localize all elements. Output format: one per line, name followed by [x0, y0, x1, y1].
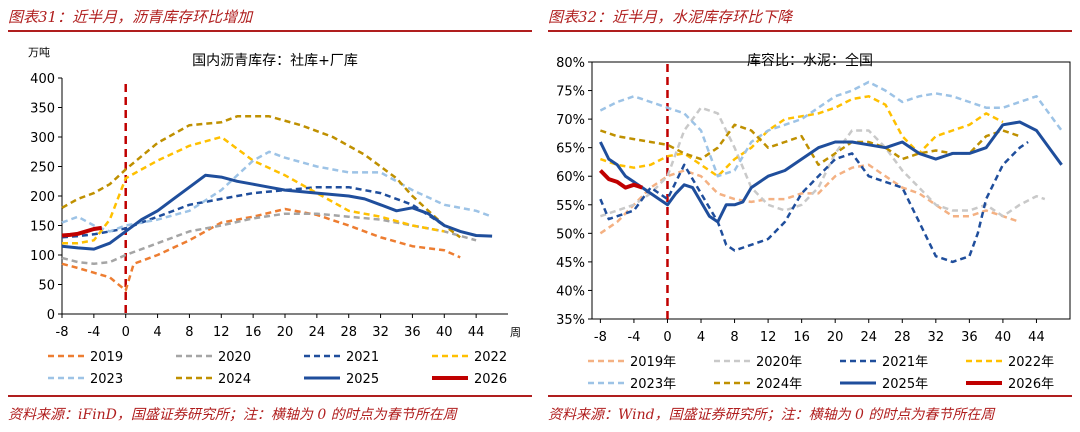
chart-title: 国内沥青库存：社库+厂库	[192, 53, 358, 69]
y-tick-label: 50	[38, 279, 55, 294]
series-line	[598, 169, 643, 190]
x-tick-label: 4	[697, 330, 705, 345]
x-tick-label: 40	[995, 330, 1012, 345]
series-line	[62, 135, 445, 245]
x-tick-label: 16	[793, 330, 810, 345]
legend-label: 2026	[474, 372, 507, 387]
series-line	[599, 163, 1021, 235]
y-tick-label: 70%	[556, 113, 585, 128]
y-tick-label: 35%	[556, 313, 585, 328]
legend-label: 2020	[218, 350, 251, 365]
x-tick-label: 36	[404, 325, 421, 340]
legend-label: 2022	[474, 350, 507, 365]
series-line	[599, 120, 1063, 224]
y-tick-label: 40%	[556, 284, 585, 299]
x-tick-label: 20	[827, 330, 844, 345]
series-line	[61, 150, 493, 233]
series-line	[61, 207, 461, 292]
x-tick-label: 44	[468, 325, 485, 340]
x-tick-label: -4	[627, 330, 640, 345]
x-tick-label: 0	[663, 330, 671, 345]
legend-label: 2020年	[756, 355, 802, 370]
x-tick-label: 8	[185, 325, 193, 340]
right-source-rule	[548, 395, 1072, 397]
series-line	[61, 212, 477, 266]
left-chart: 国内沥青库存：社库+厂库 万吨 周 0501001502002503003504…	[28, 46, 521, 387]
legend-label: 2024年	[756, 377, 802, 392]
y-tick-label: 75%	[556, 85, 585, 100]
y-tick-label: 50%	[556, 227, 585, 242]
x-tick-label: 20	[277, 325, 294, 340]
series-line	[599, 95, 1004, 178]
right-panel-title: 图表32：近半月，水泥库存环比下降	[548, 8, 793, 26]
x-tick-label: 12	[760, 330, 777, 345]
x-tick-label: 44	[1028, 330, 1045, 345]
x-tick-label: 0	[122, 325, 130, 340]
y-tick-label: 250	[30, 161, 55, 176]
x-tick-label: 36	[961, 330, 978, 345]
x-tick-label: -4	[87, 325, 100, 340]
series-line	[61, 225, 103, 238]
chart-title: 库容比：水泥：全国	[747, 52, 873, 69]
y-tick-label: 45%	[556, 256, 585, 271]
right-chart: 库容比：水泥：全国 35% 40% 45% 50% 55% 60% 65% 70% 75% 80%…	[556, 52, 1071, 392]
x-tick-label: 28	[894, 330, 911, 345]
legend-label: 2025	[346, 372, 379, 387]
series-line	[61, 173, 493, 251]
y-tick-label: 200	[30, 190, 55, 205]
x-tick-label: 24	[860, 330, 877, 345]
x-tick-label: 24	[309, 325, 326, 340]
series-line	[599, 123, 1021, 167]
left-source-note: 资料来源：iFinD，国盛证券研究所；注：横轴为 0 的时点为春节所在周	[8, 407, 457, 423]
x-tick-label: 32	[928, 330, 945, 345]
right-title-rule	[548, 30, 1072, 32]
x-tick-label: 32	[372, 325, 389, 340]
x-axis-label: 周	[510, 326, 521, 339]
x-tick-label: -8	[56, 325, 69, 340]
series-line	[61, 185, 461, 239]
left-panel-title: 图表31：近半月，沥青库存环比增加	[8, 8, 253, 26]
legend-label: 2023年	[630, 377, 676, 392]
left-source-rule	[8, 395, 532, 397]
x-tick-label: 40	[436, 325, 453, 340]
left-title-rule	[8, 30, 532, 32]
y-axis-label: 万吨	[28, 46, 50, 59]
legend-label: 2024	[218, 372, 251, 387]
series-line	[599, 140, 1029, 264]
legend-label: 2021	[346, 350, 379, 365]
legend-label: 2022年	[1008, 355, 1054, 370]
x-tick-label: 16	[245, 325, 262, 340]
legend-label: 2021年	[882, 355, 928, 370]
series-line	[599, 106, 1046, 218]
legend-label: 2019	[90, 350, 123, 365]
y-tick-label: 60%	[556, 170, 585, 185]
y-tick-label: 65%	[556, 142, 585, 157]
series-line	[599, 80, 1063, 178]
y-tick-label: 400	[30, 72, 55, 87]
x-tick-label: 8	[730, 330, 738, 345]
y-tick-label: 100	[30, 249, 55, 264]
y-tick-label: 350	[30, 102, 55, 117]
series-line	[61, 115, 461, 239]
y-tick-label: 0	[47, 308, 55, 323]
plot-frame	[591, 61, 1071, 320]
legend-label: 2026年	[1008, 377, 1054, 392]
x-tick-label: 12	[213, 325, 230, 340]
y-tick-label: 150	[30, 220, 55, 235]
y-tick-label: 80%	[556, 56, 585, 71]
legend-label: 2023	[90, 372, 123, 387]
legend-label: 2025年	[882, 377, 928, 392]
right-source-note: 资料来源：Wind，国盛证券研究所；注：横轴为 0 的时点为春节所在周	[548, 407, 995, 423]
legend-label: 2019年	[630, 355, 676, 370]
x-tick-label: 4	[153, 325, 161, 340]
x-tick-label: 28	[340, 325, 357, 340]
x-tick-label: -8	[594, 330, 607, 345]
y-tick-label: 300	[30, 131, 55, 146]
y-tick-label: 55%	[556, 199, 585, 214]
